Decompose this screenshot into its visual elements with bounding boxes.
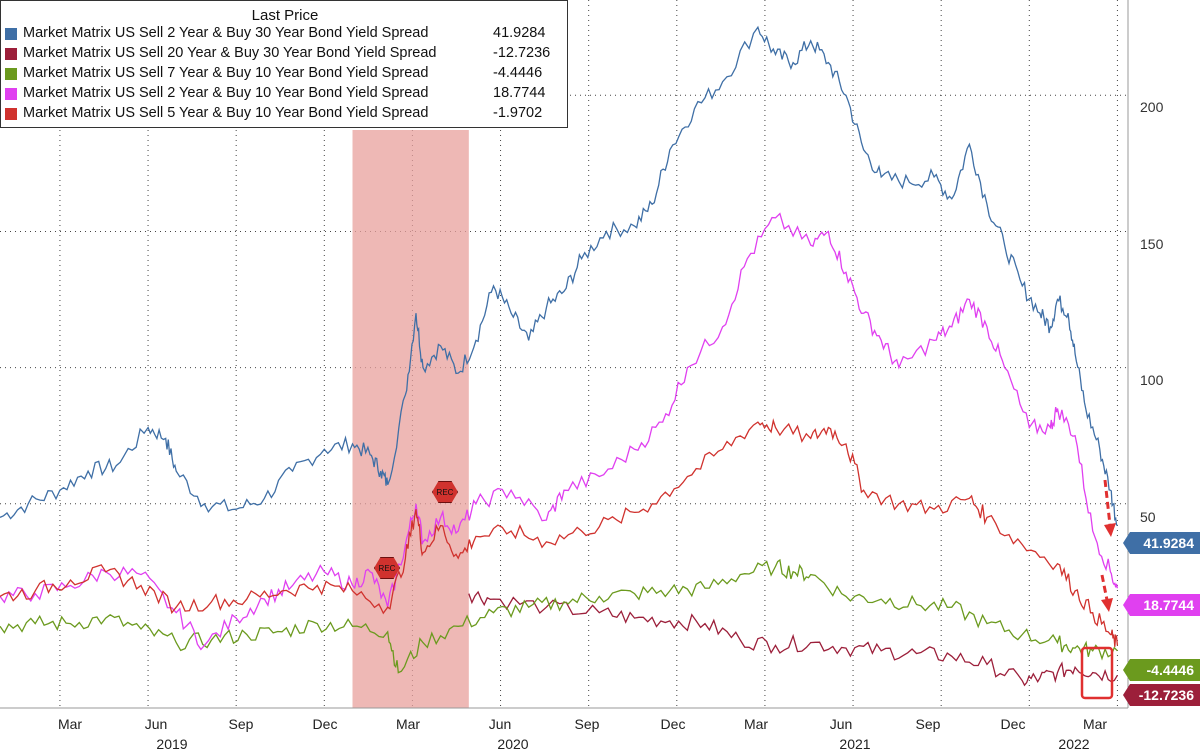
y-tick-label: 100 xyxy=(1140,372,1164,388)
x-tick-label: Sep xyxy=(228,716,254,732)
legend-swatch xyxy=(5,48,17,60)
legend-swatch xyxy=(5,108,17,120)
arrow-head-2s10s xyxy=(1101,598,1113,612)
last-price-badge-20s30s: -12.7236 xyxy=(1123,684,1200,706)
x-tick-label: Mar xyxy=(1082,716,1108,732)
legend: Last Price Market Matrix US Sell 2 Year … xyxy=(0,0,568,128)
legend-swatch xyxy=(5,88,17,100)
legend-item-20s30s: Market Matrix US Sell 20 Year & Buy 30 Y… xyxy=(5,45,565,64)
legend-swatch xyxy=(5,68,17,80)
x-tick-label: Dec xyxy=(1000,716,1026,732)
series-line-2s30s xyxy=(0,25,1118,527)
x-tick-label: Mar xyxy=(395,716,421,732)
legend-label: Market Matrix US Sell 2 Year & Buy 10 Ye… xyxy=(23,85,429,101)
x-tick-label: Jun xyxy=(144,716,168,732)
legend-label: Market Matrix US Sell 5 Year & Buy 10 Ye… xyxy=(23,105,429,121)
series-line-2s10s xyxy=(0,212,1119,651)
legend-value: -12.7236 xyxy=(493,45,551,61)
last-price-badge-2s10s: 18.7744 xyxy=(1123,594,1200,616)
recession-marker: REC xyxy=(374,557,400,579)
legend-value: 18.7744 xyxy=(493,85,546,101)
legend-label: Market Matrix US Sell 20 Year & Buy 30 Y… xyxy=(23,45,437,61)
x-tick-label: Mar xyxy=(57,716,83,732)
badge-value: -12.7236 xyxy=(1138,687,1194,703)
y-tick-label: 50 xyxy=(1140,509,1156,525)
recession-band xyxy=(352,130,469,708)
last-price-badge-7s10s: -4.4446 xyxy=(1123,659,1200,681)
x-year-label: 2020 xyxy=(497,736,529,752)
legend-item-2s10s: Market Matrix US Sell 2 Year & Buy 10 Ye… xyxy=(5,85,565,104)
series-line-7s10s xyxy=(0,558,1118,674)
highlight-box xyxy=(1080,646,1114,700)
legend-value: 41.9284 xyxy=(493,25,546,41)
x-tick-label: Dec xyxy=(312,716,338,732)
series-lines xyxy=(0,25,1119,687)
recession-marker: REC xyxy=(432,481,458,503)
legend-item-2s30s: Market Matrix US Sell 2 Year & Buy 30 Ye… xyxy=(5,25,565,44)
legend-item-7s10s: Market Matrix US Sell 7 Year & Buy 10 Ye… xyxy=(5,65,565,84)
x-tick-label: Sep xyxy=(574,716,600,732)
legend-value: -1.9702 xyxy=(493,105,543,121)
badge-value: 41.9284 xyxy=(1143,535,1194,551)
x-tick-label: Jun xyxy=(829,716,853,732)
gridlines xyxy=(0,0,1128,708)
legend-label: Market Matrix US Sell 2 Year & Buy 30 Ye… xyxy=(23,25,429,41)
series-line-5s10s xyxy=(0,418,1119,647)
arrow-head-2s30s xyxy=(1104,523,1116,537)
x-tick-label: Jun xyxy=(488,716,512,732)
badge-value: -4.4446 xyxy=(1146,662,1194,678)
legend-swatch xyxy=(5,28,17,40)
arrow-2s30s xyxy=(1103,479,1112,526)
badge-value: 18.7744 xyxy=(1143,597,1194,613)
legend-value: -4.4446 xyxy=(493,65,543,81)
x-tick-label: Dec xyxy=(660,716,686,732)
x-year-label: 2021 xyxy=(839,736,871,752)
legend-title: Last Price xyxy=(251,7,319,24)
y-tick-label: 150 xyxy=(1140,236,1164,252)
x-year-label: 2022 xyxy=(1058,736,1090,752)
arrow-2s10s xyxy=(1100,574,1109,601)
legend-label: Market Matrix US Sell 7 Year & Buy 10 Ye… xyxy=(23,65,429,81)
series-line-20s30s xyxy=(468,590,1118,687)
y-tick-label: 200 xyxy=(1140,99,1164,115)
last-price-badge-2s30s: 41.9284 xyxy=(1123,532,1200,554)
x-tick-label: Sep xyxy=(915,716,941,732)
x-year-label: 2019 xyxy=(156,736,188,752)
x-tick-label: Mar xyxy=(743,716,769,732)
legend-item-5s10s: Market Matrix US Sell 5 Year & Buy 10 Ye… xyxy=(5,105,565,124)
trend-arrows xyxy=(1100,479,1116,612)
